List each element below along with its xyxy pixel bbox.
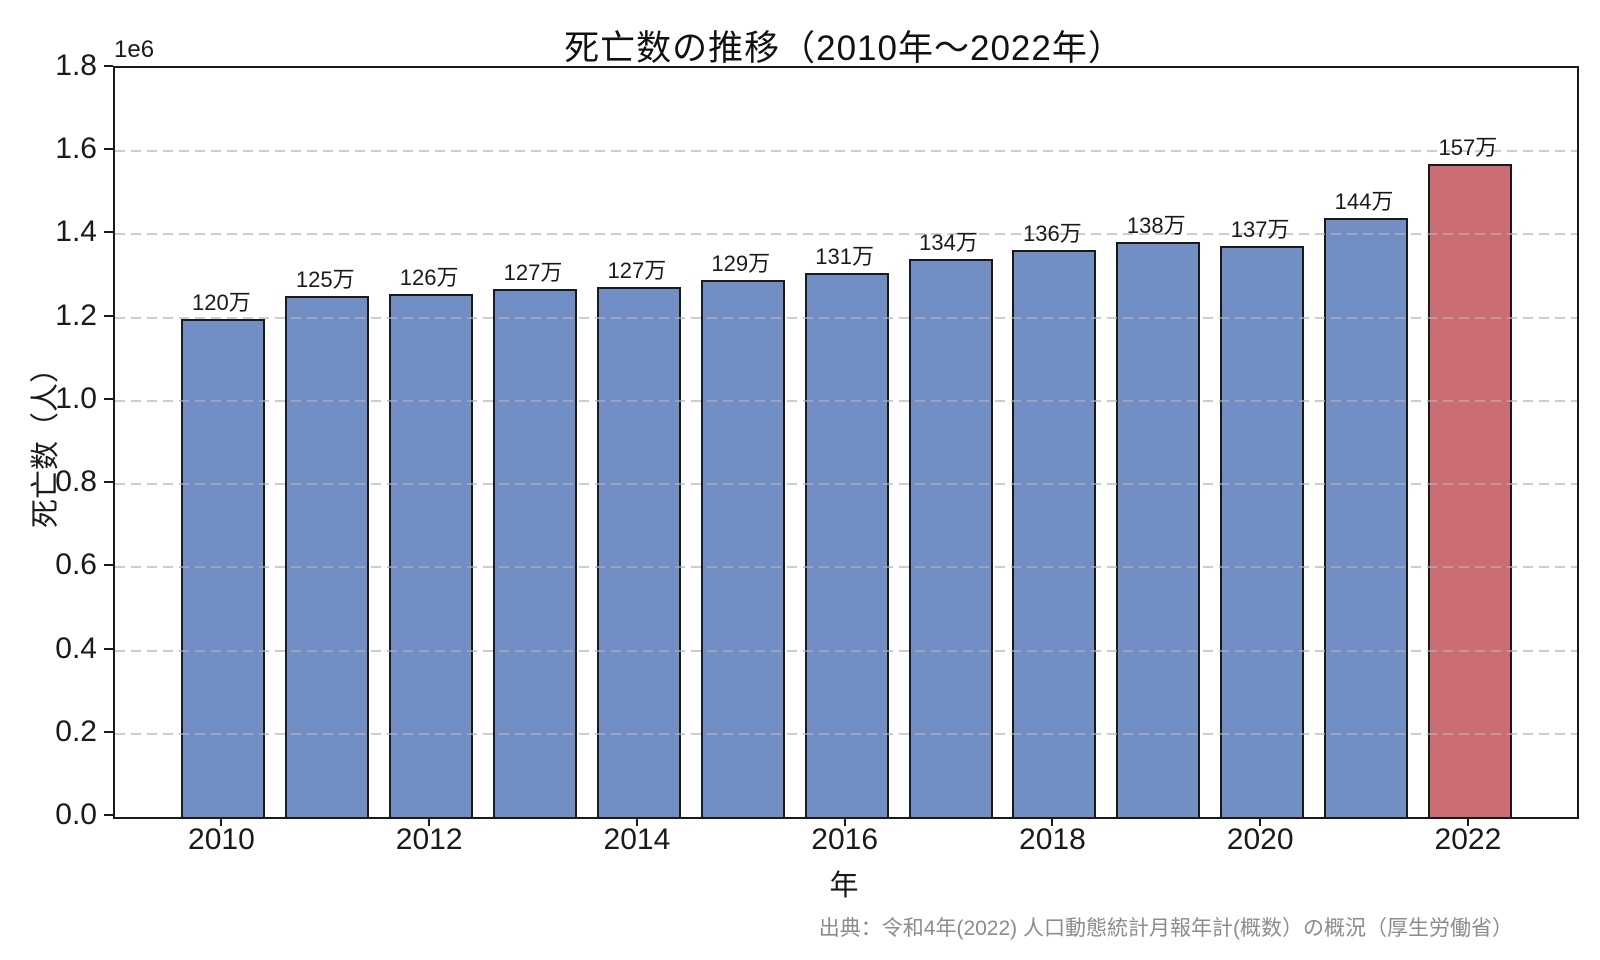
bar-value-label-2016: 131万 [815, 243, 874, 269]
xtick-label-2014: 2014 [603, 823, 671, 856]
bar-2022 [1427, 164, 1512, 817]
ytick-mark-0.8 [104, 481, 113, 484]
ytick-mark-0.2 [104, 730, 113, 733]
ytick-label-0.0: 0.0 [55, 798, 97, 831]
bar-2013 [493, 289, 578, 817]
ytick-mark-0.6 [104, 564, 113, 567]
xtick-label-2022: 2022 [1434, 823, 1502, 856]
bar-value-label-2020: 137万 [1230, 216, 1290, 242]
bar-2011 [285, 295, 370, 817]
bar-value-label-2017: 134万 [919, 230, 978, 256]
xtick-mark-2018 [1051, 817, 1054, 826]
bar-value-label-2018: 136万 [1023, 221, 1082, 247]
bar-value-label-2015: 129万 [711, 251, 771, 277]
bar-2015 [700, 280, 785, 817]
bar-2012 [389, 294, 474, 817]
xtick-mark-2016 [843, 817, 846, 826]
bar-value-label-2011: 125万 [295, 266, 355, 292]
bar-value-label-2019: 138万 [1126, 213, 1186, 239]
bar-2010 [181, 318, 266, 817]
ytick-label-0.4: 0.4 [55, 631, 97, 665]
xtick-label-2012: 2012 [395, 823, 463, 856]
plot-area [113, 66, 1579, 819]
ytick-mark-1.6 [104, 148, 113, 151]
xtick-mark-2022 [1466, 817, 1469, 826]
source-attribution: 出典：令和4年(2022) 人口動態統計月報年計(概数）の概況（厚生労働省） [818, 917, 1513, 940]
xtick-mark-2020 [1259, 817, 1262, 826]
ytick-label-1.4: 1.4 [55, 215, 97, 249]
chart-title: 死亡数の推移（2010年～2022年） [564, 29, 1124, 68]
bar-value-label-2021: 144万 [1334, 188, 1394, 214]
xtick-label-2020: 2020 [1226, 823, 1294, 856]
ytick-mark-1.8 [104, 65, 113, 67]
xtick-label-2010: 2010 [188, 823, 255, 856]
bar-value-label-2014: 127万 [607, 258, 667, 284]
bar-2018 [1012, 250, 1097, 817]
xtick-mark-2010 [220, 817, 223, 826]
ytick-label-0.2: 0.2 [55, 714, 97, 748]
x-axis-title: 年 [829, 870, 859, 902]
y-axis-offset-label: 1e6 [114, 36, 155, 63]
bar-value-label-2010: 120万 [192, 289, 251, 315]
bar-2016 [804, 272, 889, 817]
ytick-label-1.0: 1.0 [55, 381, 97, 415]
bar-2017 [908, 259, 993, 817]
ytick-mark-0.0 [104, 814, 113, 816]
bar-2019 [1116, 242, 1201, 817]
xtick-mark-2012 [428, 817, 431, 826]
xtick-label-2016: 2016 [811, 823, 879, 856]
gridline-y-1.6 [115, 150, 1577, 153]
bar-value-label-2012: 126万 [399, 265, 459, 291]
ytick-label-0.6: 0.6 [55, 548, 97, 582]
ytick-mark-1.4 [104, 231, 113, 234]
ytick-label-1.2: 1.2 [55, 298, 97, 332]
ytick-label-1.6: 1.6 [55, 132, 97, 166]
ytick-label-0.8: 0.8 [55, 465, 97, 499]
bar-value-label-2022: 157万 [1438, 135, 1498, 161]
ytick-label-1.8: 1.8 [55, 49, 97, 82]
ytick-mark-1.2 [104, 314, 113, 317]
xtick-label-2018: 2018 [1019, 823, 1086, 856]
bar-2014 [596, 287, 681, 817]
ytick-mark-1.0 [104, 397, 113, 400]
bar-2021 [1324, 217, 1409, 817]
xtick-mark-2014 [635, 817, 638, 826]
bar-value-label-2013: 127万 [503, 260, 563, 286]
bar-2020 [1220, 245, 1305, 817]
ytick-mark-0.4 [104, 647, 113, 650]
y-axis-title: 死亡数（人） [30, 354, 62, 529]
